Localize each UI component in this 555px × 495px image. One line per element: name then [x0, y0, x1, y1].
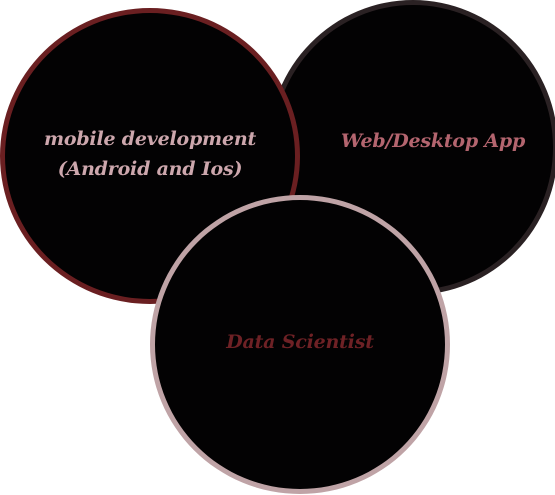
mobile-development-label-line2: (Android and Ios)	[57, 158, 243, 180]
mobile-development-label-line1: mobile development	[43, 128, 257, 150]
mobile-development-label: mobile development (Android and Ios)	[44, 124, 256, 184]
web-desktop-app-label: Web/Desktop App	[340, 129, 526, 152]
data-scientist-circle: Data Scientist	[150, 195, 450, 494]
data-scientist-label: Data Scientist	[226, 330, 374, 353]
